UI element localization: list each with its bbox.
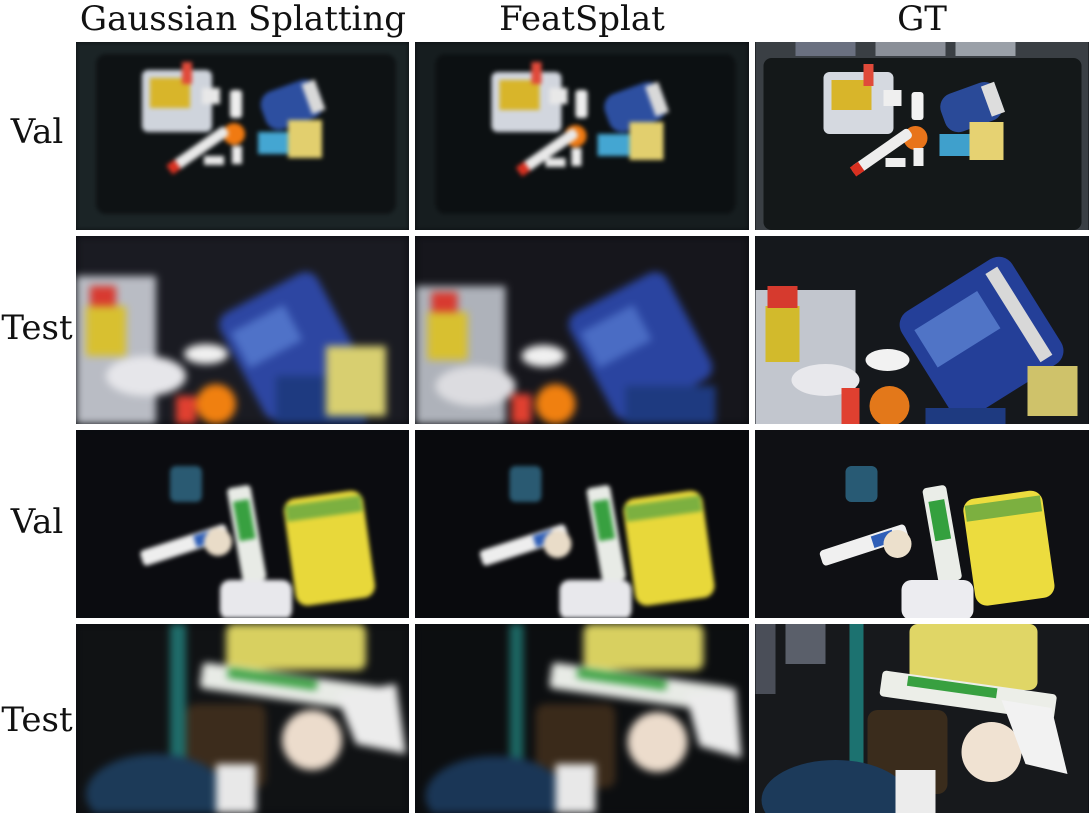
image-row3-gt [755,430,1089,618]
image-row3-gaussian-splatting [76,430,409,618]
scene-row3 [415,430,749,618]
image-row4-featsplat [415,624,749,813]
row-label-3: Val [10,502,64,542]
scene-row1 [755,42,1089,230]
scene-row4 [76,624,409,813]
row-label-2: Test [1,308,73,348]
image-row1-gt [755,42,1089,230]
image-row2-gaussian-splatting [76,236,409,424]
image-row1-gaussian-splatting [76,42,409,230]
image-row3-featsplat [415,430,749,618]
image-row1-featsplat [415,42,749,230]
column-header-gaussian-splatting: Gaussian Splatting [79,0,407,39]
scene-row2 [76,236,409,424]
scene-row4 [755,624,1089,813]
scene-row3 [755,430,1089,618]
column-header-featsplat: FeatSplat [499,0,665,39]
scene-row4 [415,624,749,813]
scene-row2 [415,236,749,424]
image-row4-gaussian-splatting [76,624,409,813]
scene-row1 [415,42,749,230]
scene-row1 [76,42,409,230]
image-row2-gt [755,236,1089,424]
row-label-4: Test [1,700,73,740]
scene-row2 [755,236,1089,424]
row-label-1: Val [10,112,64,152]
column-header-gt: GT [897,0,947,39]
image-row2-featsplat [415,236,749,424]
image-row4-gt [755,624,1089,813]
scene-row3 [76,430,409,618]
